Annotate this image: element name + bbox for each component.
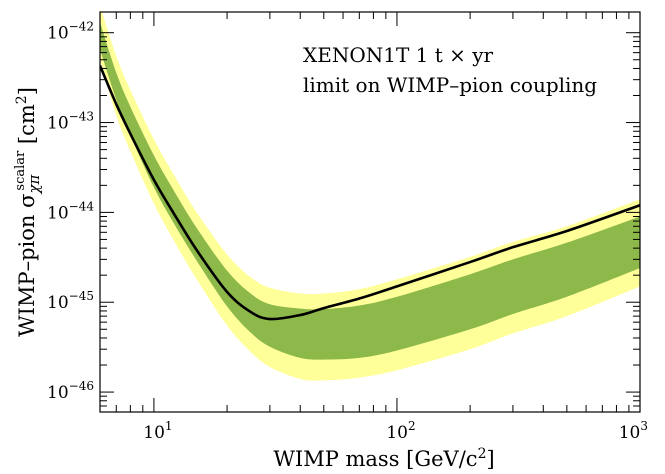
y-tick-label: 10−44 <box>47 199 94 223</box>
x-axis-label-sup: 2 <box>478 446 487 462</box>
limit-line <box>100 65 640 321</box>
y-axis-label-unit: [cm <box>15 104 39 151</box>
bands <box>100 12 640 381</box>
y-tick-label-base: 10 <box>47 293 69 313</box>
y-tick-label-exp: −42 <box>69 20 94 34</box>
x-tick-label-exp: 3 <box>640 419 648 433</box>
y-tick-label: 10−46 <box>47 379 94 403</box>
y-tick-label-base: 10 <box>47 114 69 134</box>
x-axis-label-text: WIMP mass [GeV/c <box>273 447 477 471</box>
band-1sigma <box>100 22 640 360</box>
x-tick-label-base: 10 <box>143 423 165 443</box>
annotation-line-1: XENON1T 1 t × yr <box>303 43 494 67</box>
y-tick-label-exp: −44 <box>69 199 95 213</box>
y-tick-label-exp: −45 <box>69 289 94 303</box>
y-tick-label: 10−42 <box>47 20 94 44</box>
x-axis-label-end: ] <box>486 447 494 471</box>
x-tick-label: 101 <box>143 419 172 443</box>
y-tick-label: 10−45 <box>47 289 94 313</box>
y-axis-label: WIMP–pion σχπscalar [cm2] <box>13 87 43 337</box>
x-tick-label-base: 10 <box>386 423 408 443</box>
y-tick-label-base: 10 <box>47 203 69 223</box>
y-tick-label-exp: −46 <box>69 379 94 393</box>
x-tick-label-exp: 1 <box>165 419 173 433</box>
x-axis-label: WIMP mass [GeV/c2] <box>273 446 494 471</box>
x-tick-label: 103 <box>619 419 648 443</box>
y-tick-label: 10−43 <box>47 110 94 134</box>
y-tick-label-base: 10 <box>47 383 69 403</box>
y-axis-label-sub: χπ <box>25 173 43 194</box>
x-tick-label-base: 10 <box>619 423 641 443</box>
y-tick-label-exp: −43 <box>69 110 94 124</box>
axis-ticks <box>99 12 641 412</box>
x-tick-label: 102 <box>386 419 415 443</box>
y-axis-label-end: ] <box>15 87 39 95</box>
y-axis-label-sup: scalar <box>13 150 28 191</box>
annotation-line-2: limit on WIMP–pion coupling <box>303 73 597 97</box>
x-tick-label-exp: 2 <box>408 419 416 433</box>
y-axis-label-text: WIMP–pion σ <box>15 194 39 337</box>
y-axis-label-unit-sup: 2 <box>14 95 30 104</box>
y-tick-label-base: 10 <box>47 24 69 44</box>
